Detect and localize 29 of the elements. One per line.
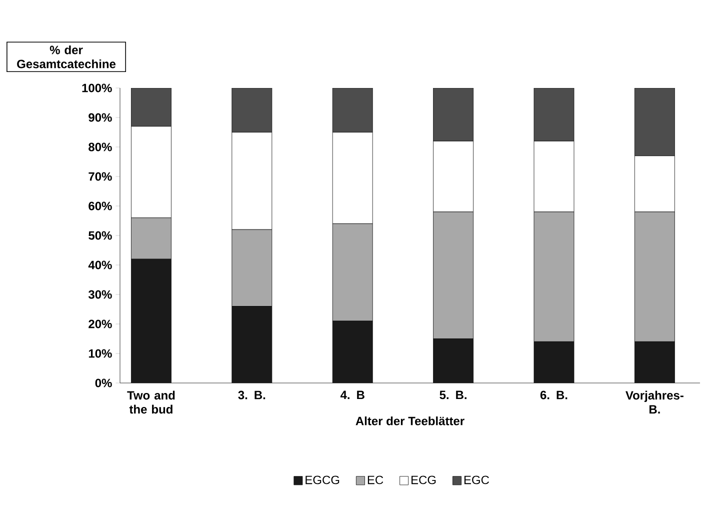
- x-tick-label: Two and the bud: [127, 390, 175, 414]
- bar: [232, 306, 272, 383]
- x-tick-label: 6. B.: [540, 390, 568, 400]
- y-tick-label: 10%: [88, 349, 112, 358]
- y-axis-title: % der Gesamtcatechine: [17, 45, 116, 68]
- bar: [634, 341, 675, 383]
- x-tick-label: 5. B.: [440, 390, 466, 400]
- legend-label: ECG: [412, 476, 436, 484]
- legend-label: EGC: [464, 476, 490, 484]
- bar: [332, 321, 373, 383]
- bar: [534, 342, 574, 383]
- y-tick-label: 30%: [88, 290, 112, 299]
- x-tick-label: Vorjahres-B.: [626, 390, 684, 414]
- x-tick-label: 3. B.: [238, 390, 266, 400]
- y-tick-label: 50%: [88, 231, 112, 240]
- bar: [131, 259, 172, 383]
- x-tick-label: 4. B: [340, 390, 364, 400]
- legend-label: EC: [368, 476, 384, 484]
- y-tick-label: 70%: [88, 172, 112, 181]
- y-tick-label: 0%: [95, 378, 112, 388]
- y-tick-label: 80%: [88, 142, 112, 152]
- legend-label: EGCG: [306, 476, 340, 484]
- y-tick-label: 60%: [88, 202, 112, 210]
- y-tick-label: 90%: [88, 113, 112, 122]
- y-tick-label: 20%: [88, 320, 112, 328]
- x-axis-title: Alter der Teeblätter: [356, 416, 464, 426]
- y-tick-label: 40%: [88, 260, 112, 270]
- bar: [433, 338, 474, 383]
- y-tick-label: 100%: [82, 84, 112, 92]
